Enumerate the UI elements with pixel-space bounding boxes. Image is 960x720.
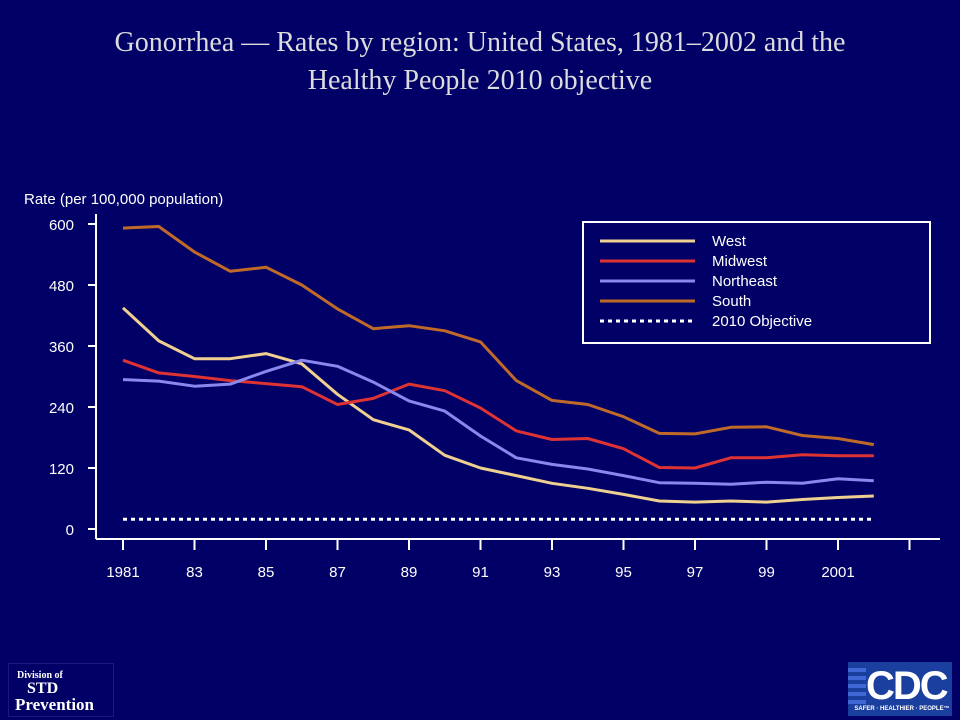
title-line-1: Gonorrhea — Rates by region: United Stat… [114, 27, 846, 58]
legend-label: West [712, 233, 747, 250]
y-tick-label: 600 [49, 217, 74, 234]
legend-label: Northeast [712, 273, 778, 290]
title-line-2: Healthy People 2010 objective [307, 65, 653, 96]
series-line-west [121, 306, 874, 504]
std-logo-line-1: Division of [17, 670, 63, 681]
x-tick-label: 1981 [106, 564, 139, 581]
x-tick-label: 83 [186, 564, 203, 581]
series-line-northeast [122, 358, 874, 486]
legend: West Midwest Northeast South 2010 Objective [582, 221, 931, 344]
legend-label: 2010 Objective [712, 313, 812, 330]
x-tick-label: 87 [329, 564, 346, 581]
series-line-south [122, 225, 875, 447]
legend-label: South [712, 293, 751, 310]
axes: 0 120 240 360 480 600 1981 83 85 87 89 91 93 95 97 99 20… [49, 214, 940, 581]
x-tick-label: 89 [401, 564, 418, 581]
y-tick-label: 480 [49, 278, 74, 295]
y-axis-label: Rate (per 100,000 population) [24, 191, 223, 208]
series-lines [121, 225, 875, 521]
x-tick-label: 99 [758, 564, 775, 581]
x-tick-label: 2001 [821, 564, 854, 581]
chart-title: Gonorrhea — Rates by region: United Stat… [0, 24, 960, 100]
legend-label: Midwest [712, 253, 768, 270]
std-logo-line-3: Prevention [15, 695, 95, 714]
std-logo-line-2: STD [27, 680, 59, 697]
cdc-logo-tagline: SAFER · HEALTHIER · PEOPLE™ [854, 706, 950, 712]
y-tick-label: 120 [49, 461, 74, 478]
y-tick-label: 360 [49, 339, 74, 356]
x-tick-label: 85 [258, 564, 275, 581]
cdc-logo-text: CDC [866, 664, 949, 708]
cdc-logo-stripes [848, 662, 952, 716]
y-tick-label: 240 [49, 400, 74, 417]
cdc-logo: CDC SAFER · HEALTHIER · PEOPLE™ [848, 662, 952, 716]
x-tick-label: 91 [472, 564, 489, 581]
std-prevention-logo: Division of STD Prevention [8, 663, 114, 717]
series-line-midwest [122, 358, 874, 470]
x-tick-label: 95 [615, 564, 632, 581]
x-tick-label: 93 [544, 564, 561, 581]
x-tick-label: 97 [687, 564, 704, 581]
y-tick-label: 0 [66, 522, 74, 539]
